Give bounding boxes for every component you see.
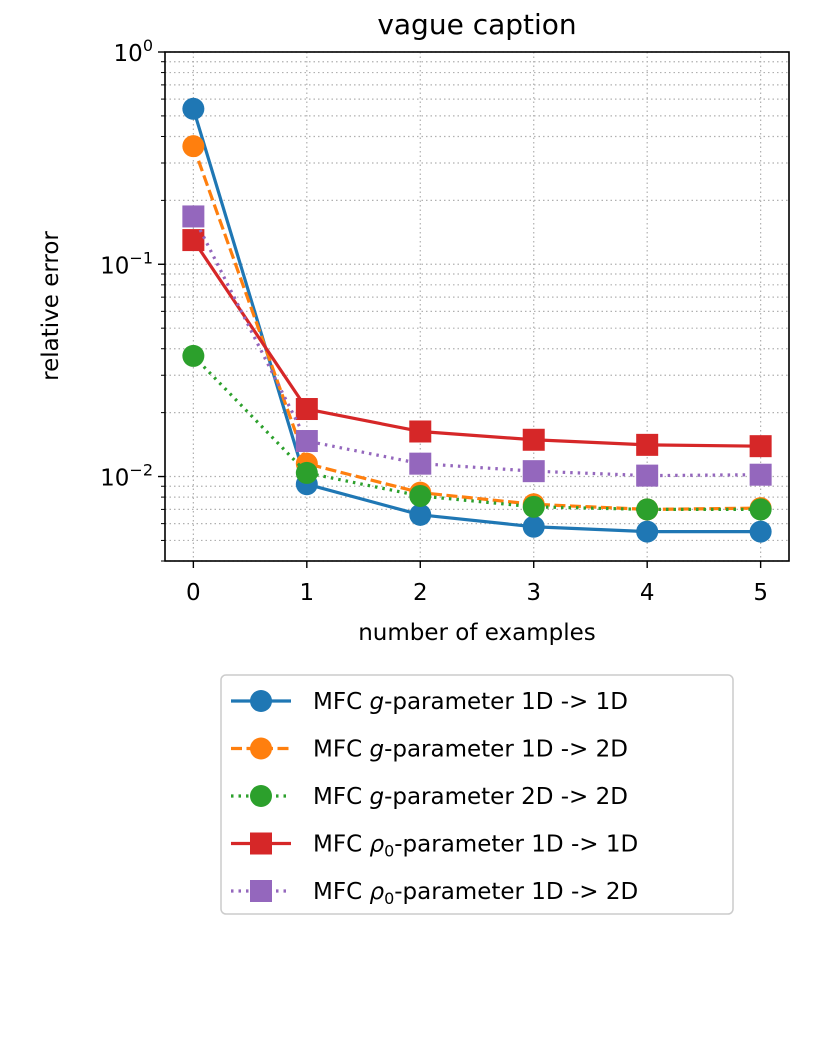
legend-marker (250, 832, 272, 855)
series-layer (182, 97, 772, 543)
legend-entry: MFC g-parameter 2D -> 2D (231, 784, 628, 810)
x-axis-label: number of examples (358, 620, 596, 646)
series-line (192, 354, 761, 512)
x-tick-label: 0 (186, 580, 201, 606)
data-point (295, 430, 318, 453)
data-point (636, 498, 659, 521)
data-point (636, 433, 659, 456)
legend-marker (250, 690, 272, 712)
series-line (191, 108, 761, 534)
data-point (636, 464, 659, 487)
legend-entry: MFC ρ0-parameter 1D -> 2D (231, 879, 638, 908)
data-point (522, 428, 545, 451)
data-point (749, 498, 772, 521)
data-point (749, 463, 772, 486)
y-tick-label: 10−1 (100, 248, 153, 279)
legend-label: MFC ρ0-parameter 1D -> 2D (313, 879, 638, 908)
axes-frame (164, 51, 790, 562)
data-point (182, 344, 205, 367)
legend-label: MFC ρ0-parameter 1D -> 1D (313, 832, 638, 861)
legend-frame (220, 674, 734, 915)
x-tick-label: 2 (413, 580, 428, 606)
data-point (295, 398, 318, 421)
x-tick-label: 4 (640, 580, 655, 606)
series-5 (182, 205, 772, 487)
data-point (522, 515, 545, 538)
data-point (182, 97, 205, 120)
data-point (182, 229, 205, 252)
data-point (636, 520, 659, 543)
ticks: 0 1 2 3 4 5 100 10−1 10−2 (100, 36, 768, 606)
legend: MFC g-parameter 1D -> 1D MFC g-parameter … (220, 674, 734, 915)
data-point (409, 452, 432, 475)
y-tick-label: 100 (114, 36, 153, 67)
data-point (749, 435, 772, 458)
data-point (409, 484, 432, 507)
data-point (409, 503, 432, 526)
data-point (182, 205, 205, 228)
legend-marker (250, 785, 272, 807)
x-tick-label: 3 (526, 580, 541, 606)
chart-title: vague caption (377, 8, 576, 41)
data-point (522, 460, 545, 483)
data-point (522, 495, 545, 518)
data-point (749, 520, 772, 543)
series-4 (182, 229, 772, 458)
series-line (192, 239, 761, 448)
series-3 (182, 344, 772, 521)
legend-entry: MFC ρ0-parameter 1D -> 1D (231, 832, 638, 861)
data-point (182, 135, 205, 158)
series-1 (182, 97, 772, 543)
data-point (295, 461, 318, 484)
x-tick-label: 1 (299, 580, 314, 606)
legend-marker (250, 737, 272, 760)
data-point (409, 420, 432, 443)
y-axis-label: relative error (38, 231, 64, 381)
x-tick-label: 5 (753, 580, 768, 606)
y-tick-label: 10−2 (100, 461, 153, 492)
legend-marker (250, 880, 272, 902)
legend-entry: MFC g-parameter 1D -> 2D (231, 737, 628, 763)
legend-label: MFC g-parameter 1D -> 1D (313, 689, 628, 715)
legend-label: MFC g-parameter 2D -> 2D (313, 784, 628, 810)
legend-entry: MFC g-parameter 1D -> 1D (231, 689, 628, 715)
legend-label: MFC g-parameter 1D -> 2D (313, 737, 628, 763)
